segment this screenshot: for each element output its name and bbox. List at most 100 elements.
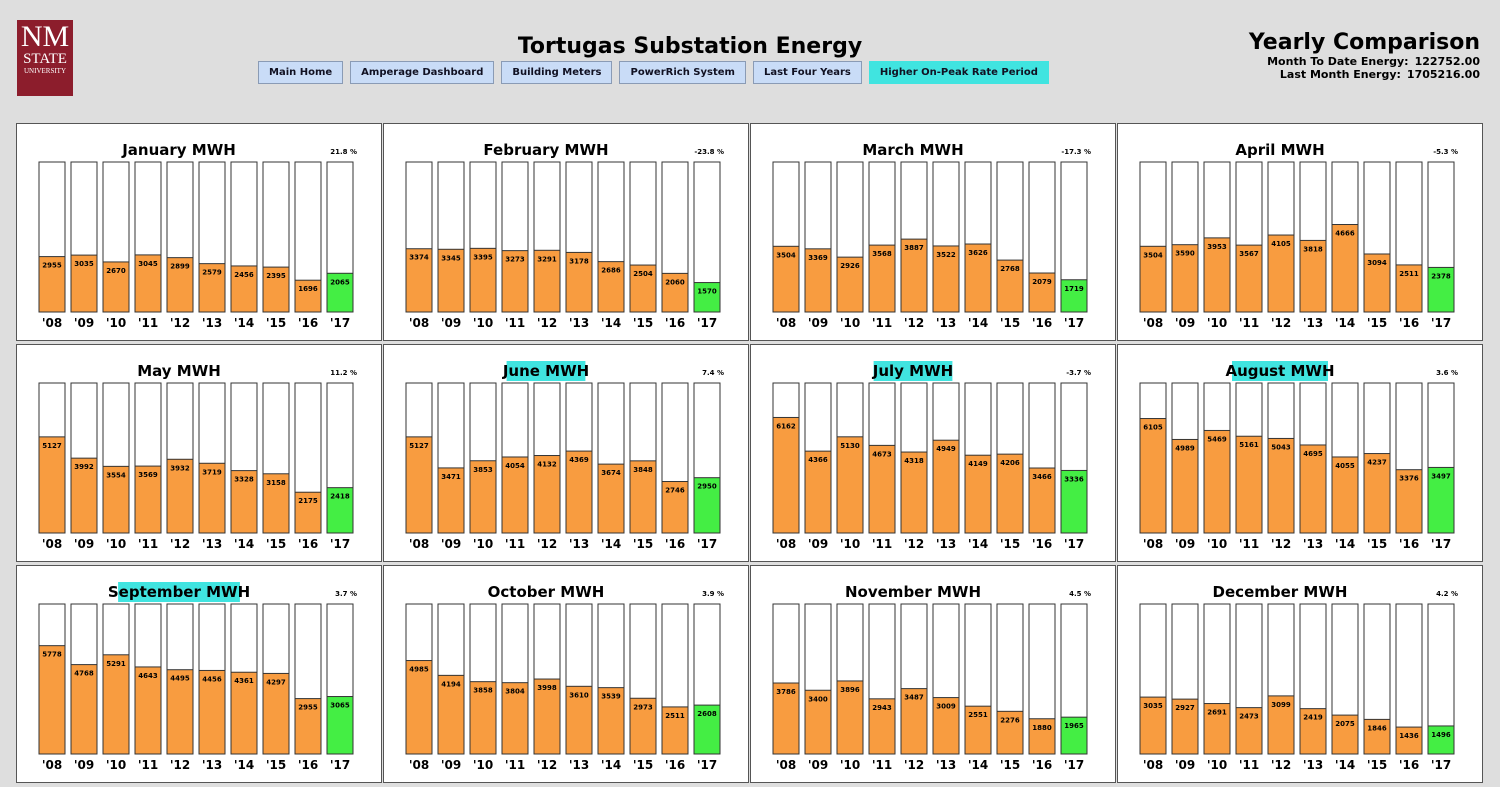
- change-label: 4.5 %: [1069, 590, 1091, 598]
- bar: [70, 457, 98, 534]
- x-tick-label: '14: [1335, 537, 1355, 551]
- value-label: 2511: [1399, 270, 1419, 278]
- value-label: 2551: [968, 711, 988, 719]
- value-label: 2943: [872, 704, 892, 712]
- value-label: 3569: [138, 471, 158, 479]
- bar: [230, 470, 258, 534]
- x-tick-label: '10: [106, 316, 126, 330]
- bar: [1363, 453, 1391, 534]
- value-label: 5130: [840, 442, 860, 450]
- x-tick-label: '13: [569, 537, 589, 551]
- x-tick-label: '11: [138, 316, 158, 330]
- chart-title: September MWH: [108, 583, 250, 601]
- nav-button[interactable]: Higher On-Peak Rate Period: [868, 61, 1049, 84]
- bar: [166, 669, 194, 755]
- bar: [1060, 279, 1088, 313]
- value-label: 3035: [1143, 702, 1163, 710]
- chart: August MWH 3.6 % 6105 '08 4989 '09 5469 '10 5161…: [1139, 361, 1458, 551]
- value-label: 4643: [138, 672, 158, 680]
- value-label: 4366: [808, 456, 828, 464]
- x-tick-label: '10: [473, 537, 493, 551]
- x-tick-label: '14: [1335, 758, 1355, 772]
- nav-button[interactable]: Last Four Years: [752, 61, 862, 84]
- value-label: 2579: [202, 269, 222, 277]
- value-label: 3094: [1367, 259, 1387, 267]
- value-label: 2950: [697, 483, 717, 491]
- bar: [597, 687, 625, 755]
- x-tick-label: '09: [74, 758, 94, 772]
- value-label: 6105: [1143, 424, 1163, 432]
- x-tick-label: '10: [473, 758, 493, 772]
- x-tick-label: '08: [1143, 537, 1163, 551]
- value-label: 3178: [569, 257, 589, 265]
- x-tick-label: '13: [1303, 537, 1323, 551]
- x-tick-label: '13: [569, 758, 589, 772]
- value-label: 4361: [234, 677, 254, 685]
- bar: [1235, 244, 1263, 313]
- value-label: 5043: [1271, 443, 1291, 451]
- bar: [1060, 716, 1088, 755]
- change-label: -17.3 %: [1061, 148, 1091, 156]
- value-label: 3009: [936, 703, 956, 711]
- change-label: -3.7 %: [1066, 369, 1091, 377]
- value-label: 4673: [872, 450, 892, 458]
- logo-text: NM: [20, 20, 70, 53]
- value-label: 4495: [170, 675, 190, 683]
- value-label: 4695: [1303, 450, 1323, 458]
- x-tick-label: '08: [42, 316, 62, 330]
- x-tick-label: '11: [138, 758, 158, 772]
- value-label: 4206: [1000, 459, 1020, 467]
- bar: [565, 450, 593, 534]
- bar: [533, 678, 561, 755]
- chart: June MWH 7.4 % 5127 '08 3471 '09 3853 '10 4054 '1…: [405, 361, 724, 551]
- nav-button[interactable]: PowerRich System: [619, 61, 746, 84]
- nav-button[interactable]: Main Home: [258, 61, 344, 84]
- bar: [262, 266, 290, 313]
- bar: [230, 671, 258, 755]
- value-label: 3848: [633, 466, 653, 474]
- bar: [198, 462, 226, 534]
- title-highlight: [118, 582, 240, 602]
- x-tick-label: '16: [1032, 758, 1052, 772]
- value-label: 3539: [601, 693, 621, 701]
- chart-panel: February MWH -23.8 % 3374 '08 3345 '09 3395 '10…: [383, 123, 749, 341]
- stat-label: Last Month Energy:: [1279, 68, 1401, 81]
- bar: [198, 263, 226, 313]
- bar: [294, 279, 322, 313]
- value-label: 3522: [936, 251, 956, 259]
- bar: [1299, 708, 1327, 755]
- value-label: 3291: [537, 255, 557, 263]
- x-tick-label: '13: [202, 537, 222, 551]
- bar: [501, 682, 529, 755]
- value-label: 3932: [170, 464, 190, 472]
- bar: [565, 251, 593, 313]
- x-tick-label: '11: [505, 758, 525, 772]
- value-label: 2511: [665, 712, 685, 720]
- value-label: 2926: [840, 262, 860, 270]
- chart: December MWH 4.2 % 3035 '08 2927 '09 2691 '10 24…: [1139, 583, 1458, 772]
- x-tick-label: '08: [42, 537, 62, 551]
- x-tick-label: '14: [968, 537, 988, 551]
- nav-button[interactable]: Building Meters: [501, 61, 613, 84]
- value-label: 3504: [1143, 251, 1163, 259]
- bar: [1235, 435, 1263, 534]
- x-tick-label: '09: [441, 758, 461, 772]
- value-label: 3992: [74, 463, 94, 471]
- bar: [469, 460, 497, 534]
- x-tick-label: '16: [298, 316, 318, 330]
- nav-button[interactable]: Amperage Dashboard: [350, 61, 495, 84]
- value-label: 6162: [776, 422, 796, 430]
- value-label: 4297: [266, 678, 286, 686]
- value-label: 3099: [1271, 701, 1291, 709]
- value-label: 4055: [1335, 462, 1355, 470]
- x-tick-label: '13: [936, 758, 956, 772]
- x-tick-label: '08: [42, 758, 62, 772]
- x-tick-label: '16: [298, 758, 318, 772]
- bar: [326, 696, 354, 755]
- value-label: 2670: [106, 267, 126, 275]
- x-tick-label: '08: [776, 316, 796, 330]
- x-tick-label: '09: [808, 758, 828, 772]
- bar: [1363, 253, 1391, 313]
- x-tick-label: '17: [1064, 537, 1084, 551]
